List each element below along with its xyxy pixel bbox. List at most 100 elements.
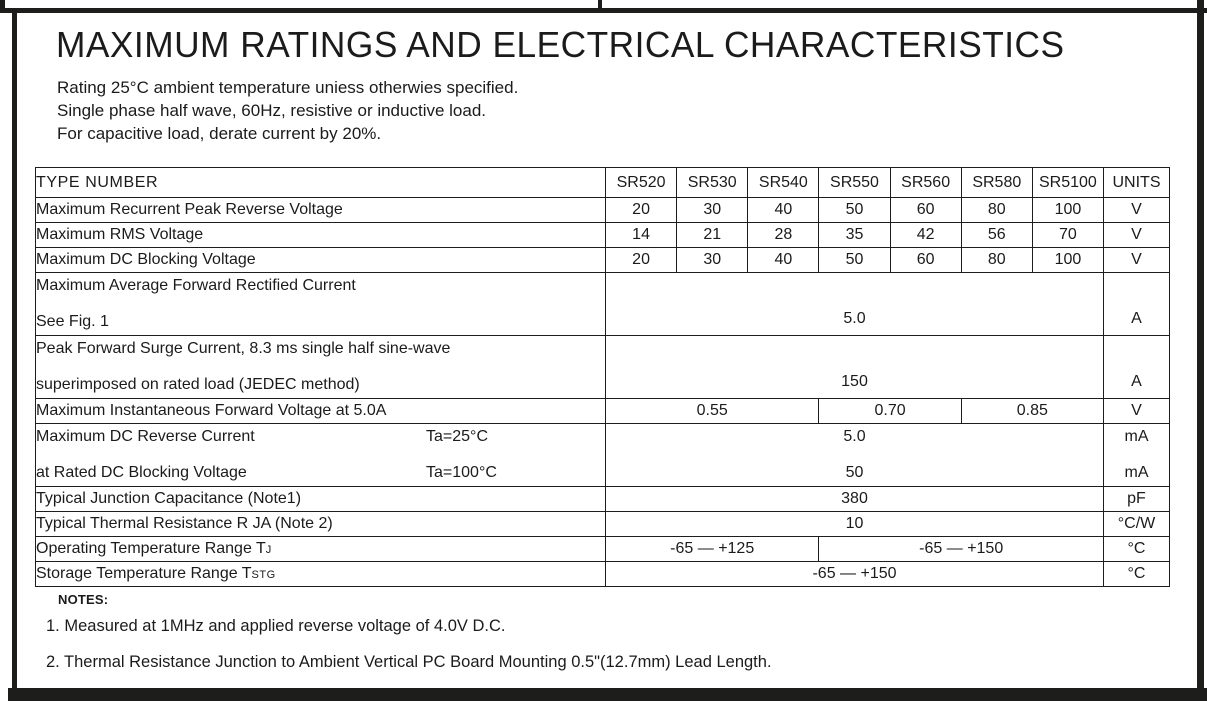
cell-unit: V <box>1103 197 1170 223</box>
cell-value: 60 <box>889 197 962 223</box>
cell-value-25c: 5.0 <box>843 428 866 445</box>
row-label-line1: Maximum DC Reverse Current <box>36 428 255 445</box>
cell-value: 30 <box>676 197 749 223</box>
bottom-border-bar <box>8 688 1207 701</box>
cell-unit: A <box>1103 272 1170 336</box>
row-label-line2: at Rated DC Blocking Voltage <box>36 464 247 481</box>
subscript-j: J <box>265 544 272 556</box>
cell-value-merged: 150 <box>605 335 1104 399</box>
row-label: Maximum DC Blocking Voltage <box>35 247 606 273</box>
top-left-tick <box>0 0 5 8</box>
table-row-surge-current: Peak Forward Surge Current, 8.3 ms singl… <box>35 335 1170 399</box>
row-label: Typical Thermal Resistance R JA (Note 2) <box>35 511 606 537</box>
cell-value: 40 <box>747 197 820 223</box>
table-row-dc-blocking-voltage: Maximum DC Blocking Voltage 20 30 40 50 … <box>35 247 1170 273</box>
cell-unit: °C <box>1103 561 1170 587</box>
cell-value: 60 <box>889 247 962 273</box>
cell-value: 80 <box>960 197 1033 223</box>
column-header-sr530: SR530 <box>676 167 749 198</box>
row-label: Maximum DC Reverse Current Ta=25°C at Ra… <box>35 423 606 487</box>
table-row-dc-reverse-current: Maximum DC Reverse Current Ta=25°C at Ra… <box>35 423 1170 487</box>
notes-heading: NOTES: <box>58 592 109 607</box>
cell-value-group: 0.85 <box>960 398 1105 424</box>
cell-value: 70 <box>1031 222 1105 248</box>
left-border-line <box>12 10 17 701</box>
cell-value: 56 <box>960 222 1033 248</box>
table-row-forward-voltage: Maximum Instantaneous Forward Voltage at… <box>35 398 1170 424</box>
cell-value-group: 0.55 <box>604 398 820 424</box>
cell-value-group: 0.70 <box>818 398 962 424</box>
table-row-avg-forward-current: Maximum Average Forward Rectified Curren… <box>35 272 1170 336</box>
table-header-row: TYPE NUMBER SR520 SR530 SR540 SR550 SR56… <box>35 167 1170 198</box>
row-label: Maximum RMS Voltage <box>35 222 606 248</box>
table-row-peak-reverse-voltage: Maximum Recurrent Peak Reverse Voltage 2… <box>35 197 1170 223</box>
cell-value: 20 <box>604 197 678 223</box>
note-item-2: 2. Thermal Resistance Junction to Ambien… <box>46 653 772 671</box>
row-label: Storage Temperature Range TSTG <box>35 561 606 587</box>
condition-line: Single phase half wave, 60Hz, resistive … <box>57 101 487 120</box>
condition-ta-100: Ta=100°C <box>426 464 497 481</box>
row-label-line2: See Fig. 1 <box>36 313 109 330</box>
cell-value-merged: 5.0 50 <box>605 423 1104 487</box>
cell-value: 28 <box>747 222 820 248</box>
column-header-sr560: SR560 <box>889 167 962 198</box>
cell-value: 30 <box>676 247 749 273</box>
cell-unit: mA mA <box>1103 423 1170 487</box>
right-border-line <box>1197 0 1204 701</box>
cell-unit: °C <box>1103 536 1170 562</box>
cell-unit: A <box>1103 335 1170 399</box>
top-border-line <box>0 8 1207 13</box>
row-label-line2: superimposed on rated load (JEDEC method… <box>36 376 360 393</box>
cell-unit: V <box>1103 247 1170 273</box>
cell-value: 50 <box>818 197 891 223</box>
column-header-sr540: SR540 <box>747 167 820 198</box>
cell-unit: pF <box>1103 486 1170 512</box>
row-label: Peak Forward Surge Current, 8.3 ms singl… <box>35 335 606 399</box>
condition-line: For capacitive load, derate current by 2… <box>57 124 382 143</box>
cell-value: 40 <box>747 247 820 273</box>
table-row-storage-temperature: Storage Temperature Range TSTG -65 — +15… <box>35 561 1170 587</box>
table-row-thermal-resistance: Typical Thermal Resistance R JA (Note 2)… <box>35 511 1170 537</box>
ratings-table: TYPE NUMBER SR520 SR530 SR540 SR550 SR56… <box>35 167 1170 587</box>
top-center-tick <box>598 0 602 8</box>
column-header-sr5100: SR5100 <box>1031 167 1105 198</box>
cell-value: 14 <box>604 222 678 248</box>
row-label: Maximum Instantaneous Forward Voltage at… <box>35 398 606 424</box>
row-label-line1: Maximum Average Forward Rectified Curren… <box>36 277 356 294</box>
column-header-sr580: SR580 <box>960 167 1033 198</box>
row-label: Maximum Recurrent Peak Reverse Voltage <box>35 197 606 223</box>
cell-unit: °C/W <box>1103 511 1170 537</box>
cell-unit: V <box>1103 398 1170 424</box>
cell-value: 80 <box>960 247 1033 273</box>
section-title: MAXIMUM RATINGS AND ELECTRICAL CHARACTER… <box>56 24 1065 65</box>
cell-value: 50 <box>818 247 891 273</box>
cell-value-merged: 10 <box>605 511 1104 537</box>
column-header-units: UNITS <box>1103 167 1170 198</box>
condition-line: Rating 25°C ambient temperature uniess o… <box>57 78 519 97</box>
cell-value-merged: 5.0 <box>605 272 1104 336</box>
cell-value-group: -65 — +150 <box>818 536 1104 562</box>
row-label: Typical Junction Capacitance (Note1) <box>35 486 606 512</box>
cell-unit-100c: mA <box>1124 464 1149 481</box>
cell-value: 100 <box>1031 247 1105 273</box>
table-row-junction-capacitance: Typical Junction Capacitance (Note1) 380… <box>35 486 1170 512</box>
column-header-sr550: SR550 <box>818 167 891 198</box>
cell-value: 35 <box>818 222 891 248</box>
subscript-stg: STG <box>251 569 276 581</box>
cell-value-group: -65 — +125 <box>604 536 820 562</box>
row-label-line1: Peak Forward Surge Current, 8.3 ms singl… <box>36 340 451 357</box>
cell-value: 21 <box>676 222 749 248</box>
cell-value-merged: -65 — +150 <box>605 561 1104 587</box>
note-item-1: 1. Measured at 1MHz and applied reverse … <box>46 617 506 635</box>
type-number-header: TYPE NUMBER <box>35 167 606 198</box>
cell-value-merged: 380 <box>605 486 1104 512</box>
condition-ta-25: Ta=25°C <box>426 428 488 445</box>
cell-unit-25c: mA <box>1124 428 1149 445</box>
cell-value: 20 <box>604 247 678 273</box>
table-row-rms-voltage: Maximum RMS Voltage 14 21 28 35 42 56 70… <box>35 222 1170 248</box>
cell-value: 42 <box>889 222 962 248</box>
rating-conditions: Rating 25°C ambient temperature uniess o… <box>57 76 518 145</box>
cell-value-100c: 50 <box>845 464 864 481</box>
column-header-sr520: SR520 <box>604 167 678 198</box>
